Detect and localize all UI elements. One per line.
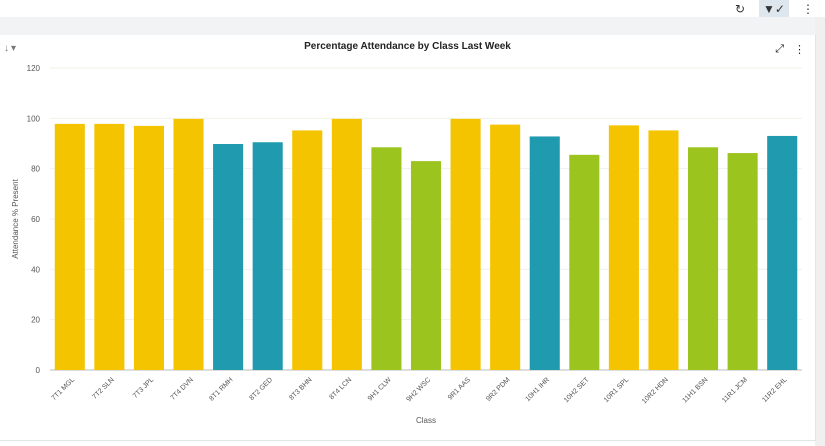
y-tick-label: 120 — [27, 64, 41, 73]
y-tick-label: 80 — [31, 165, 40, 174]
bar[interactable] — [450, 118, 481, 370]
x-tick-label: 9R1 AAS — [447, 376, 472, 401]
x-tick-label: 7T2 SLN — [91, 376, 115, 400]
x-tick-label: 7T3 JPL — [132, 376, 155, 399]
bar[interactable] — [490, 124, 521, 370]
bar[interactable] — [727, 153, 758, 370]
y-axis-title: Attendance % Present — [11, 178, 20, 258]
bar[interactable] — [371, 147, 402, 370]
top-bar: ↻ ▼✓ ⋮ — [0, 0, 825, 17]
bar[interactable] — [410, 161, 442, 370]
y-axis-ticks: 0 20 40 60 80 100 120 — [27, 64, 41, 375]
right-gutter — [815, 17, 825, 446]
x-tick-label: 9R2 PDM — [485, 376, 512, 403]
y-tick-label: 60 — [31, 215, 40, 224]
bar[interactable] — [331, 118, 362, 370]
y-tick-label: 40 — [31, 265, 40, 274]
bar[interactable] — [292, 130, 323, 370]
x-tick-label: 8T1 RMH — [208, 376, 234, 402]
refresh-icon[interactable]: ↻ — [734, 1, 746, 16]
x-tick-label: 11H1 BSN — [681, 376, 709, 404]
x-tick-label: 8T3 BHN — [288, 376, 313, 401]
filter-icon[interactable]: ▾ — [11, 43, 17, 54]
bar[interactable] — [688, 147, 719, 370]
x-tick-label: 11R2 EHL — [761, 376, 788, 403]
bar[interactable] — [54, 123, 85, 371]
x-axis-title: Class — [416, 416, 436, 425]
x-axis-ticks: 7T1 MGL 7T2 SLN 7T3 JPL 7T4 DVN 8T1 RMH 8T2 G… — [51, 376, 789, 405]
x-tick-label: 10H2 SET — [563, 376, 591, 404]
more-vertical-icon[interactable]: ⋮ — [794, 44, 805, 56]
bar[interactable] — [94, 123, 125, 371]
y-tick-label: 100 — [27, 114, 41, 123]
more-vertical-icon[interactable]: ⋮ — [802, 1, 814, 16]
x-tick-label: 8T4 LCN — [328, 376, 353, 401]
y-tick-label: 0 — [36, 366, 41, 375]
expand-icon[interactable]: ⤢ — [775, 43, 784, 55]
x-tick-label: 8T2 GED — [249, 376, 275, 402]
toolbar-band — [0, 17, 815, 35]
bar[interactable] — [529, 136, 560, 370]
bars — [54, 118, 798, 371]
x-tick-label: 10R1 SPL — [603, 376, 631, 404]
bar[interactable] — [608, 125, 639, 370]
x-tick-label: 9H1 CLW — [367, 376, 393, 402]
chart-title: Percentage Attendance by Class Last Week — [304, 41, 511, 52]
bar[interactable] — [252, 142, 283, 370]
x-tick-label: 7T4 DVN — [170, 376, 195, 401]
panel-left-tools: ↓ ▾ — [4, 43, 16, 54]
x-tick-label: 11R1 JCM — [721, 376, 749, 404]
bar[interactable] — [648, 130, 679, 370]
bar[interactable] — [213, 144, 244, 370]
bar[interactable] — [569, 154, 600, 370]
bar[interactable] — [133, 125, 164, 370]
panel-right-tools: ⤢ ⋮ — [775, 43, 805, 56]
top-actions: ↻ ▼✓ ⋮ — [729, 0, 819, 17]
x-tick-label: 10R2 HDN — [641, 376, 670, 405]
x-tick-label: 10H1 IHR — [524, 376, 551, 403]
filter-check-icon[interactable]: ▼✓ — [759, 0, 789, 17]
bar[interactable] — [173, 118, 204, 370]
sort-down-icon[interactable]: ↓ — [4, 43, 9, 54]
x-tick-label: 7T1 MGL — [51, 376, 77, 402]
bar[interactable] — [767, 135, 798, 370]
y-tick-label: 20 — [31, 316, 40, 325]
x-tick-label: 9H2 WSC — [405, 376, 432, 403]
